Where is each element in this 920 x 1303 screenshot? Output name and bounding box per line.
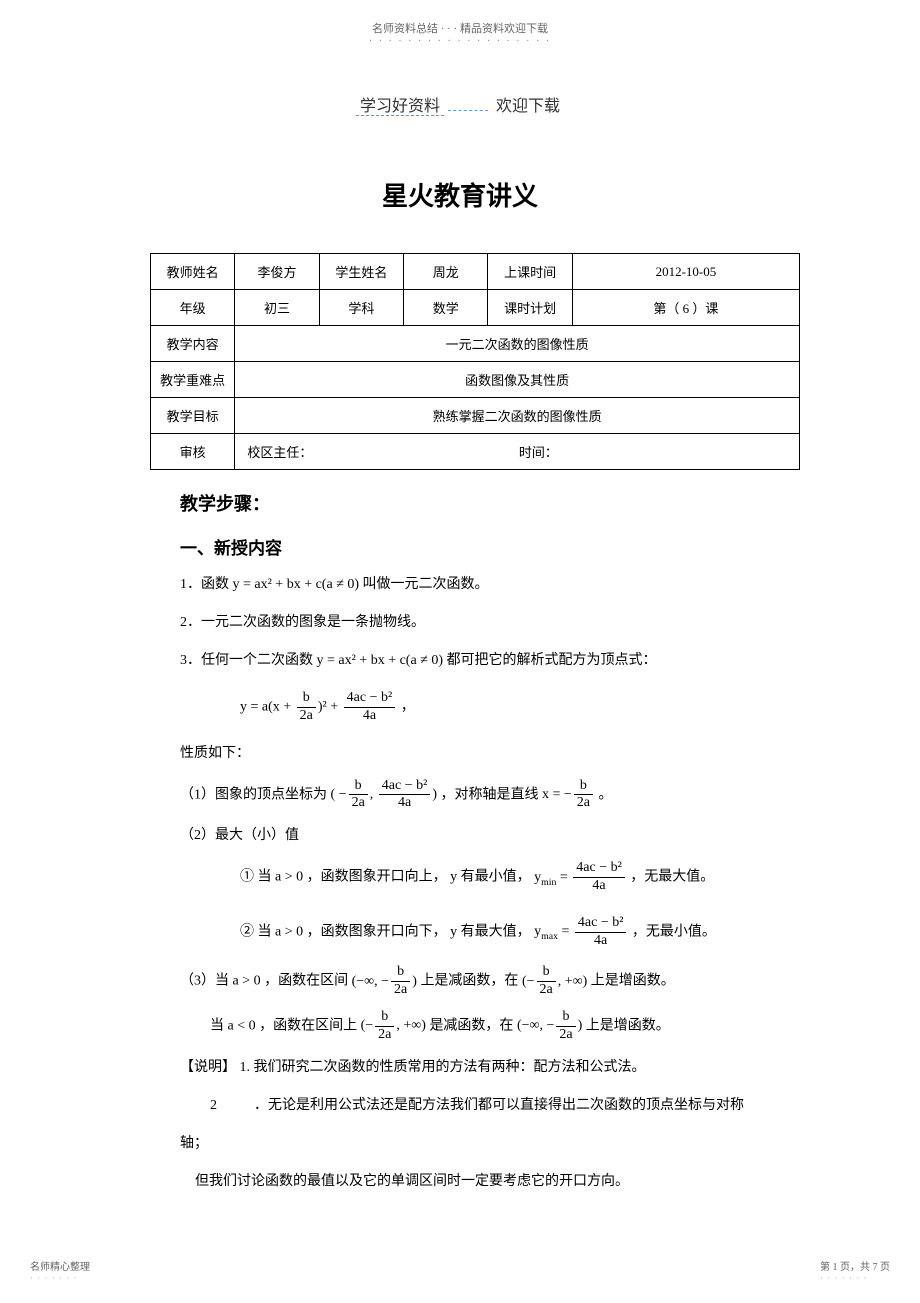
line3-formula: y = ax² + bx + c(a ≠ 0) xyxy=(317,653,444,668)
cell-time-label: 上课时间 xyxy=(488,254,572,290)
vertex-post: ， xyxy=(397,700,415,715)
prop2b-post: ，无最小值。 xyxy=(632,924,716,939)
top-dots: · · · · · · · · · · · · · · · · · · · xyxy=(0,36,920,47)
cell-grade-label: 年级 xyxy=(151,290,235,326)
line3-pre: 3．任何一个二次函数 xyxy=(180,653,317,668)
note-3: 轴； xyxy=(180,1130,800,1158)
property-2a: ① 当 a > 0 ，函数图象开口向上， y 有最小值， ymin = 4ac … xyxy=(240,860,800,895)
cell-student-label: 学生姓名 xyxy=(319,254,403,290)
vertex-pre: y = a(x + xyxy=(240,700,295,715)
page-header: 学习好资料 欢迎下载 xyxy=(0,92,920,116)
frac-den-4a: 4a xyxy=(344,708,396,725)
property-2b: ② 当 a > 0 ，函数图象开口向下， y 有最大值， ymax = 4ac … xyxy=(240,915,800,950)
line1-post: 叫做一元二次函数。 xyxy=(363,577,489,592)
footer-right: 第 1 页，共 7 页 · · · · · · · xyxy=(820,1258,890,1283)
cell-content-label: 教学内容 xyxy=(151,326,235,362)
cell-teacher-name: 李俊方 xyxy=(235,254,319,290)
cell-grade-value: 初三 xyxy=(235,290,319,326)
cell-content-value: 一元二次函数的图像性质 xyxy=(235,326,800,362)
property-3b: 当 a < 0 ，函数在区间上 (−b2a, +∞) 是减函数，在 (−∞, −… xyxy=(210,1009,800,1044)
cell-subject-value: 数学 xyxy=(404,290,488,326)
info-table: 教师姓名 李俊方 学生姓名 周龙 上课时间 2012-10-05 年级 初三 学… xyxy=(150,253,800,470)
property-3: （3）当 a > 0 ，函数在区间 (−∞, −b2a) 上是减函数，在 (−b… xyxy=(180,964,800,999)
top-header-text: 名师资料总结 · · · 精品资料欢迎下载 xyxy=(372,23,548,35)
cell-goal-label: 教学目标 xyxy=(151,398,235,434)
note2-text: ．无论是利用公式法还是配方法我们都可以直接得出二次函数的顶点坐标与对称 xyxy=(254,1098,744,1113)
properties-label: 性质如下： xyxy=(180,740,800,768)
footer-right-text: 第 1 页，共 7 页 xyxy=(820,1258,890,1273)
property-2: （2）最大（小）值 xyxy=(180,822,800,850)
main-title: 星火教育讲义 xyxy=(0,176,920,213)
line-2: 2．一元二次函数的图象是一条抛物线。 xyxy=(180,609,800,637)
note-4: 但我们讨论函数的最值以及它的单调区间时一定要考虑它的开口方向。 xyxy=(195,1168,800,1196)
frac-den-2a: 2a xyxy=(297,708,316,725)
property-1: （1）图象的顶点坐标为 ( −b2a, 4ac − b²4a) ，对称轴是直线 … xyxy=(180,778,800,813)
line3-post: 都可把它的解析式配方为顶点式： xyxy=(447,653,657,668)
cell-time-value: 2012-10-05 xyxy=(572,254,799,290)
cell-subject-label: 学科 xyxy=(319,290,403,326)
frac-num-4acb2: 4ac − b² xyxy=(344,690,396,708)
cell-review-value: 校区主任： 时间： xyxy=(235,434,800,470)
frac-num-b: b xyxy=(297,690,316,708)
prop3-mid1: 上是减函数，在 xyxy=(420,974,522,989)
footer-left: 名师精心整理 · · · · · · · xyxy=(30,1258,90,1283)
prop1-post: 。 xyxy=(599,787,613,802)
section-new: 一、新授内容 xyxy=(180,534,800,559)
cell-plan-label: 课时计划 xyxy=(488,290,572,326)
cell-goal-value: 熟练掌握二次函数的图像性质 xyxy=(235,398,800,434)
footer-left-text: 名师精心整理 xyxy=(30,1258,90,1273)
line-1: 1．函数 y = ax² + bx + c(a ≠ 0) 叫做一元二次函数。 xyxy=(180,571,800,599)
prop2a-post: ，无最大值。 xyxy=(630,870,714,885)
cell-teacher-label: 教师姓名 xyxy=(151,254,235,290)
prop3-mid2: 上是增函数。 xyxy=(591,974,675,989)
cell-difficulty-label: 教学重难点 xyxy=(151,362,235,398)
prop1-mid: ，对称轴是直线 xyxy=(440,787,542,802)
page-header-left: 学习好资料 xyxy=(356,98,444,116)
vertex-formula: y = a(x + b2a)² + 4ac − b²4a ， xyxy=(240,690,800,725)
prop2a-pre: 当 a > 0 ，函数图象开口向上， y 有最小值， xyxy=(258,870,535,885)
circled-2: ② xyxy=(240,924,254,939)
time-label: 时间： xyxy=(519,445,558,460)
prop1-pre: （1）图象的顶点坐标为 xyxy=(180,787,331,802)
footer-right-dots: · · · · · · · xyxy=(820,1273,890,1283)
cell-plan-value: 第（ 6 ）课 xyxy=(572,290,799,326)
line-3: 3．任何一个二次函数 y = ax² + bx + c(a ≠ 0) 都可把它的… xyxy=(180,647,800,675)
section-steps: 教学步骤： xyxy=(180,490,800,516)
prop2b-pre: 当 a > 0 ，函数图象开口向下， y 有最大值， xyxy=(258,924,535,939)
cell-review-label: 审核 xyxy=(151,434,235,470)
prop3-pre: （3）当 a > 0 ，函数在区间 xyxy=(180,974,352,989)
circled-1: ① xyxy=(240,870,254,885)
vertex-mid: )² + xyxy=(318,700,342,715)
note-1: 【说明】 1. 我们研究二次函数的性质常用的方法有两种：配方法和公式法。 xyxy=(180,1054,800,1082)
line1-pre: 1．函数 xyxy=(180,577,233,592)
principal-label: 校区主任： xyxy=(247,445,312,460)
prop3b-post: 上是增函数。 xyxy=(586,1018,670,1033)
prop3b-pre: 当 a < 0 ，函数在区间上 xyxy=(210,1018,361,1033)
footer-left-dots: · · · · · · · xyxy=(30,1273,90,1283)
note-2: 2 ．无论是利用公式法还是配方法我们都可以直接得出二次函数的顶点坐标与对称 xyxy=(210,1092,800,1120)
prop3b-mid: 是减函数，在 xyxy=(429,1018,517,1033)
page-header-right: 欢迎下载 xyxy=(492,98,564,115)
cell-difficulty-value: 函数图像及其性质 xyxy=(235,362,800,398)
note2-pre: 2 xyxy=(210,1098,217,1113)
line1-formula: y = ax² + bx + c(a ≠ 0) xyxy=(233,577,360,592)
top-header: 名师资料总结 · · · 精品资料欢迎下载 xyxy=(0,0,920,36)
cell-student-name: 周龙 xyxy=(404,254,488,290)
